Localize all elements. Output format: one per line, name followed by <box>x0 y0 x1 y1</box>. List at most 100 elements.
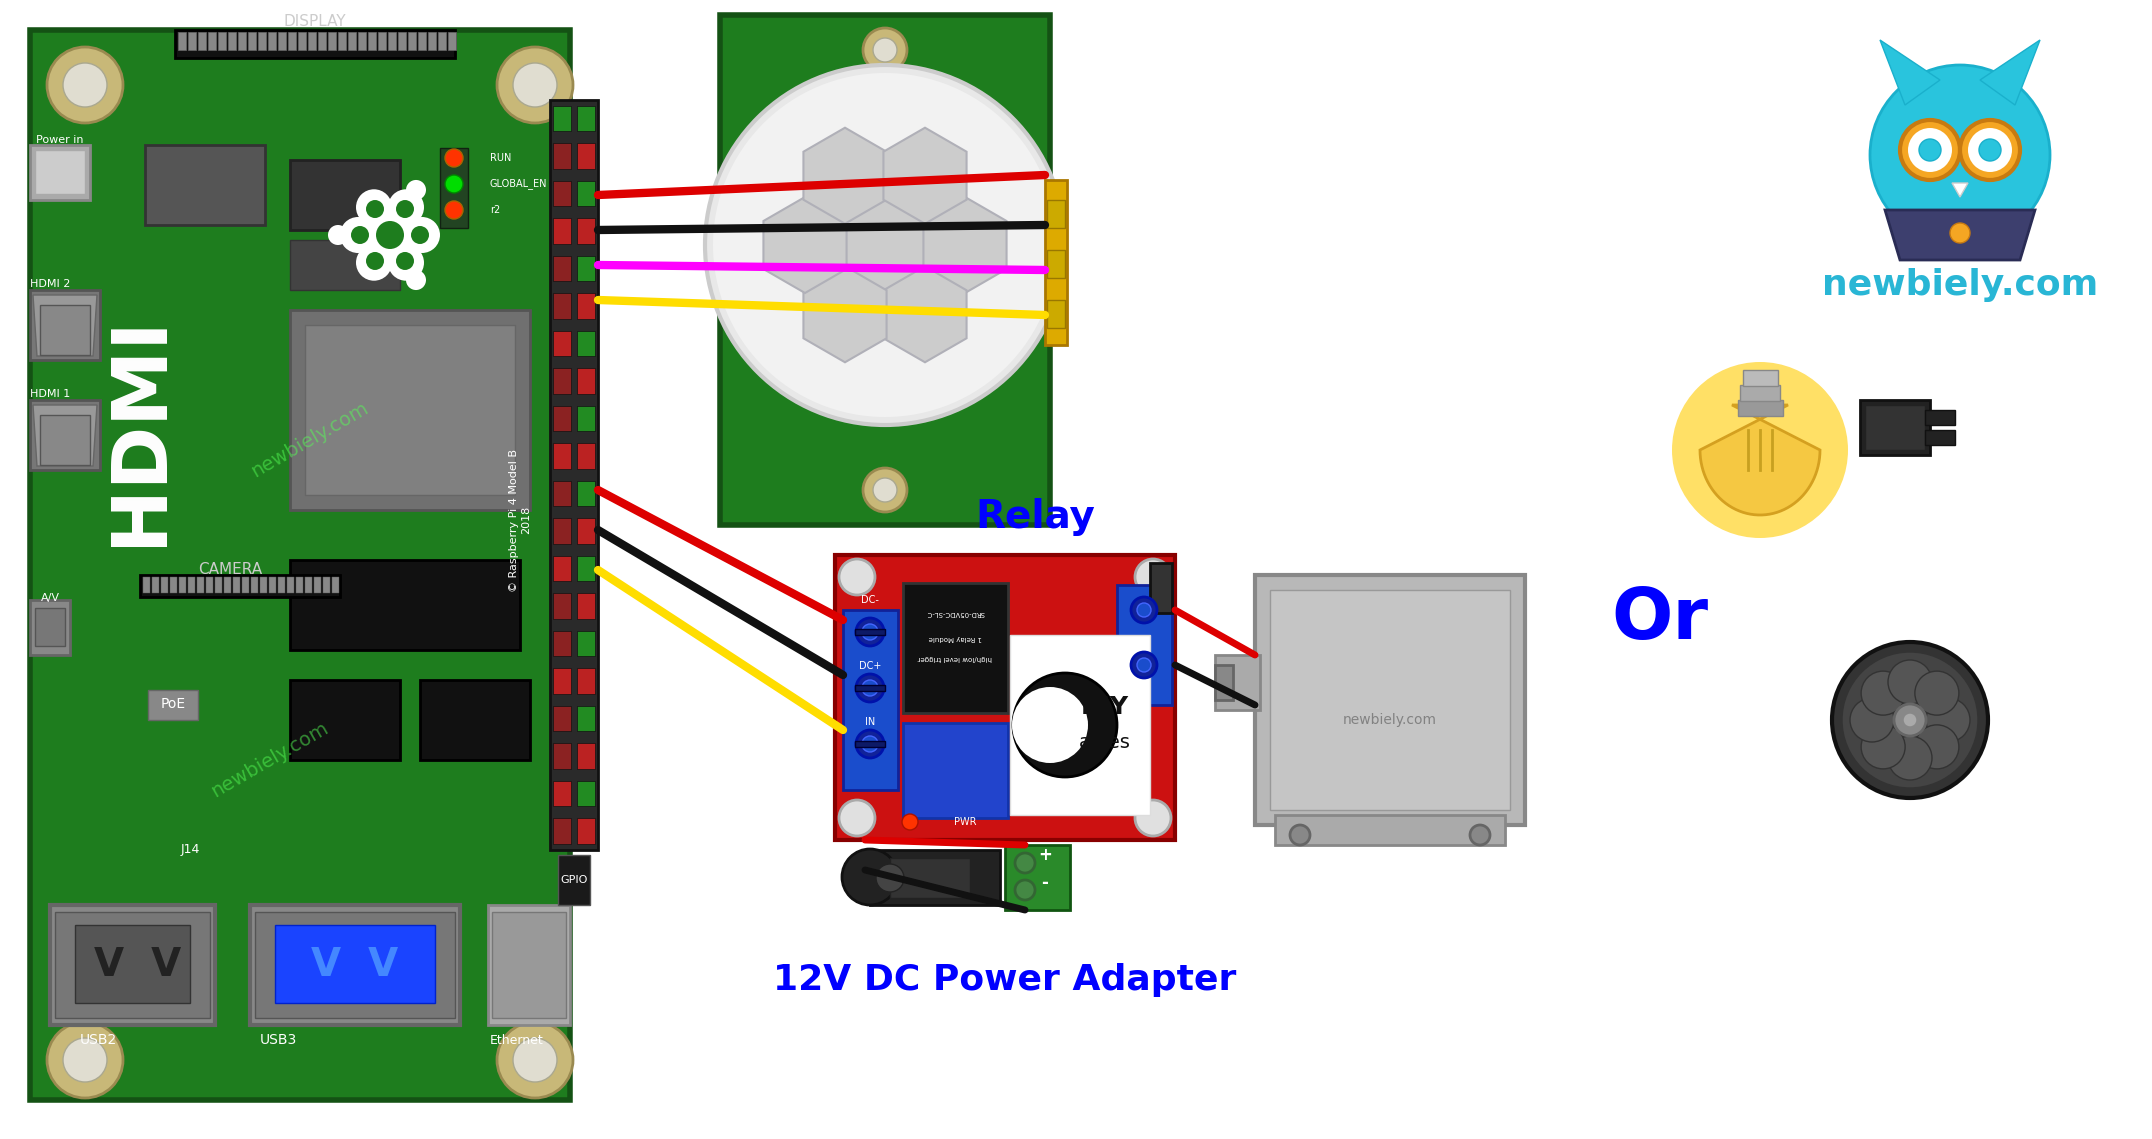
Bar <box>577 743 594 769</box>
Bar <box>577 181 594 206</box>
Bar <box>1270 590 1511 810</box>
Bar <box>1117 585 1173 705</box>
Circle shape <box>863 624 878 640</box>
Circle shape <box>47 1022 123 1098</box>
Circle shape <box>856 674 884 702</box>
Bar <box>174 30 454 58</box>
Circle shape <box>1016 880 1035 900</box>
Circle shape <box>1136 658 1151 672</box>
Bar <box>224 577 230 593</box>
Bar <box>553 481 570 506</box>
Bar <box>217 32 226 50</box>
Bar <box>286 577 295 593</box>
Bar <box>553 330 570 357</box>
Bar <box>41 415 90 465</box>
Bar <box>209 32 215 50</box>
Bar <box>553 144 570 169</box>
Text: DC-: DC- <box>861 595 878 605</box>
Bar <box>577 706 594 731</box>
Text: +: + <box>1037 846 1052 865</box>
Bar <box>577 219 594 244</box>
Bar <box>187 32 196 50</box>
Text: GLOBAL_EN: GLOBAL_EN <box>491 179 547 189</box>
Circle shape <box>863 28 906 72</box>
Bar <box>553 255 570 281</box>
Bar <box>252 577 258 593</box>
Circle shape <box>387 245 424 280</box>
Circle shape <box>863 680 878 696</box>
Circle shape <box>1134 800 1171 836</box>
Circle shape <box>902 814 919 830</box>
Text: Ethernet: Ethernet <box>491 1033 544 1047</box>
Circle shape <box>62 63 108 107</box>
Bar <box>577 818 594 844</box>
Text: CAMERA: CAMERA <box>198 563 263 577</box>
Circle shape <box>445 200 463 219</box>
Text: USB2: USB2 <box>80 1033 116 1047</box>
Bar <box>228 32 237 50</box>
Bar <box>577 293 594 319</box>
Circle shape <box>47 47 123 123</box>
Polygon shape <box>1885 210 2036 260</box>
Bar <box>297 577 303 593</box>
Bar <box>318 32 325 50</box>
Bar <box>269 32 275 50</box>
Circle shape <box>445 175 463 192</box>
Bar <box>577 144 594 169</box>
Circle shape <box>445 149 463 167</box>
Polygon shape <box>1881 40 1939 105</box>
Circle shape <box>863 468 906 513</box>
Circle shape <box>1909 128 1952 172</box>
Text: Relay: Relay <box>975 498 1095 536</box>
Bar <box>553 631 570 656</box>
Bar <box>1866 405 1926 450</box>
Bar <box>331 577 340 593</box>
Bar <box>577 443 594 468</box>
Bar <box>489 906 570 1025</box>
Bar <box>278 577 284 593</box>
Bar <box>577 593 594 618</box>
Bar <box>553 293 570 319</box>
Bar <box>314 577 321 593</box>
Bar <box>30 145 90 200</box>
Circle shape <box>405 218 439 253</box>
Bar <box>1048 200 1065 228</box>
Circle shape <box>1134 559 1171 595</box>
Circle shape <box>876 865 904 892</box>
Polygon shape <box>1980 40 2040 105</box>
Bar <box>551 100 598 850</box>
Circle shape <box>1014 673 1117 777</box>
Circle shape <box>351 226 368 244</box>
Bar <box>75 925 189 1003</box>
Bar <box>553 669 570 694</box>
Bar <box>291 240 400 290</box>
Bar <box>1274 816 1504 845</box>
Circle shape <box>362 207 417 263</box>
Bar <box>291 159 400 230</box>
Bar <box>142 577 151 593</box>
Bar <box>49 906 215 1025</box>
Bar <box>161 577 168 593</box>
Bar <box>420 680 529 760</box>
Bar <box>387 32 396 50</box>
Text: © Raspberry Pi 4 Model B
2018: © Raspberry Pi 4 Model B 2018 <box>510 449 532 591</box>
Bar <box>577 556 594 581</box>
Circle shape <box>1870 65 2051 245</box>
Bar <box>379 32 385 50</box>
Text: r2: r2 <box>491 205 499 215</box>
Bar <box>327 32 336 50</box>
Text: Power in: Power in <box>37 136 84 145</box>
Polygon shape <box>803 267 887 362</box>
Bar <box>577 405 594 432</box>
Circle shape <box>1915 724 1958 769</box>
Circle shape <box>712 73 1057 417</box>
Circle shape <box>1289 825 1311 845</box>
Circle shape <box>1900 120 1960 180</box>
Bar <box>368 32 377 50</box>
Text: HDMI 2: HDMI 2 <box>30 279 71 289</box>
Text: RUN: RUN <box>491 153 512 163</box>
Bar <box>323 577 329 593</box>
Circle shape <box>327 226 349 245</box>
Bar <box>553 706 570 731</box>
Bar <box>439 148 467 228</box>
